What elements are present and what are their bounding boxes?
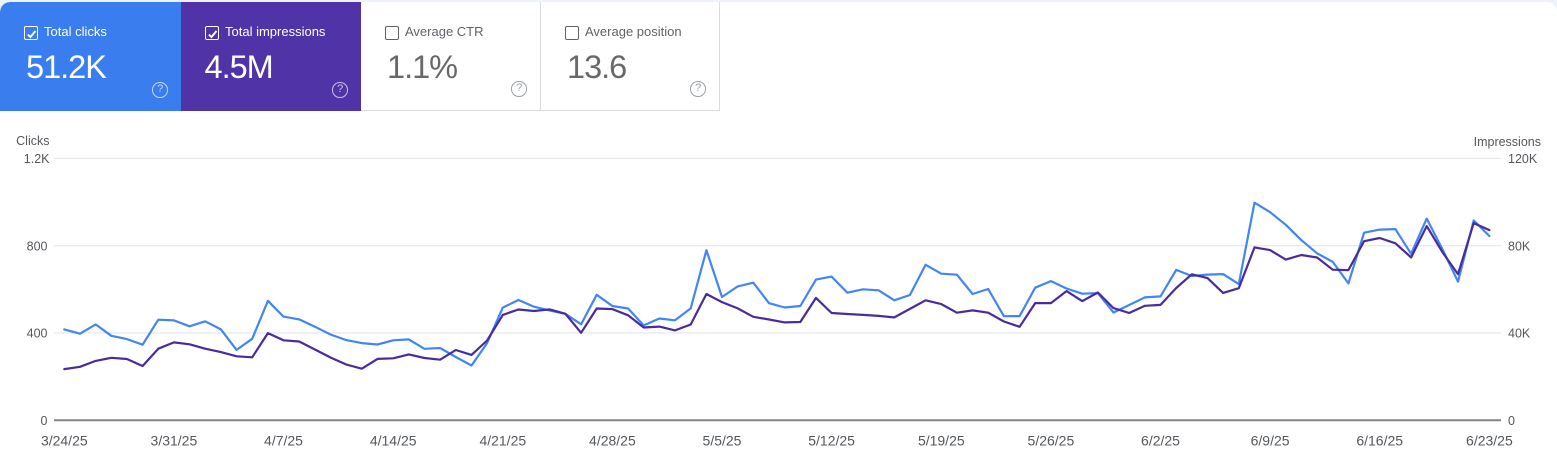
svg-text:120K: 120K xyxy=(1508,152,1538,166)
svg-text:6/23/25: 6/23/25 xyxy=(1466,433,1513,449)
svg-text:Clicks: Clicks xyxy=(16,134,49,148)
svg-text:5/5/25: 5/5/25 xyxy=(703,433,742,449)
svg-text:6/16/25: 6/16/25 xyxy=(1356,433,1403,449)
svg-text:800: 800 xyxy=(27,239,48,253)
svg-text:40K: 40K xyxy=(1508,327,1531,341)
svg-text:1.2K: 1.2K xyxy=(24,152,50,166)
svg-text:3/31/25: 3/31/25 xyxy=(151,433,198,449)
svg-text:0: 0 xyxy=(1508,414,1515,428)
svg-text:4/7/25: 4/7/25 xyxy=(264,433,303,449)
svg-text:5/26/25: 5/26/25 xyxy=(1028,433,1075,449)
svg-text:3/24/25: 3/24/25 xyxy=(41,433,88,449)
svg-text:80K: 80K xyxy=(1508,239,1531,253)
svg-text:4/14/25: 4/14/25 xyxy=(370,433,417,449)
svg-text:6/9/25: 6/9/25 xyxy=(1251,433,1290,449)
svg-text:400: 400 xyxy=(27,327,48,341)
svg-text:6/2/25: 6/2/25 xyxy=(1141,433,1180,449)
svg-text:4/21/25: 4/21/25 xyxy=(479,433,526,449)
svg-text:5/12/25: 5/12/25 xyxy=(808,433,855,449)
svg-text:4/28/25: 4/28/25 xyxy=(589,433,636,449)
svg-text:0: 0 xyxy=(41,414,48,428)
svg-text:5/19/25: 5/19/25 xyxy=(918,433,965,449)
svg-text:Impressions: Impressions xyxy=(1474,135,1541,149)
